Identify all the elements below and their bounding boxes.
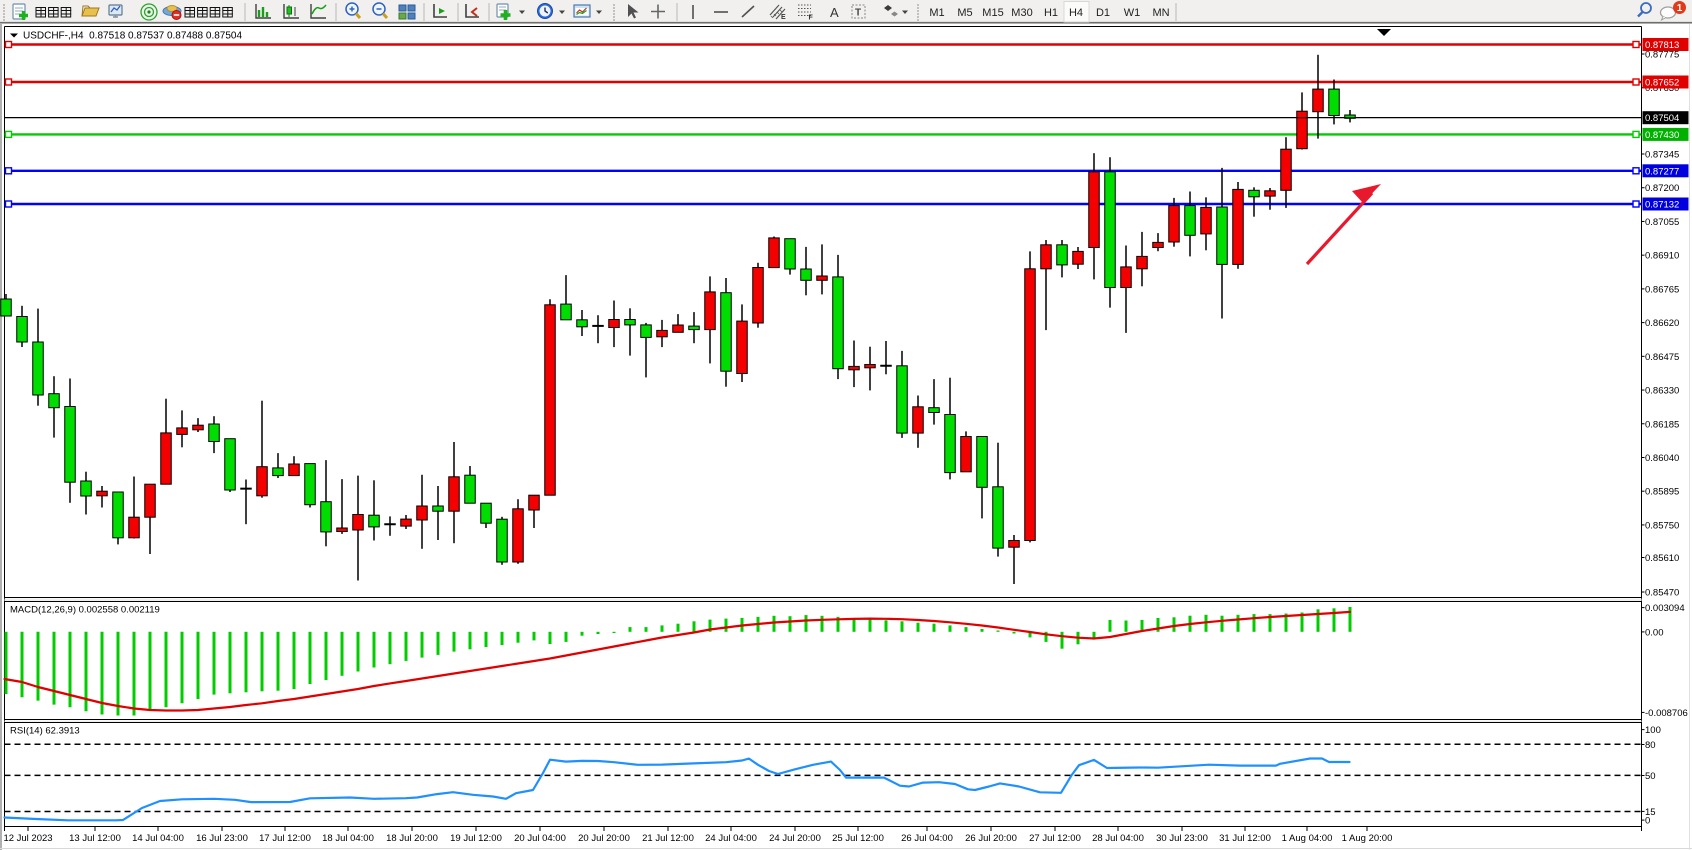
svg-text:0.85610: 0.85610 bbox=[1645, 553, 1679, 564]
svg-text:0.00: 0.00 bbox=[1645, 627, 1664, 638]
svg-text:0.87132: 0.87132 bbox=[1645, 200, 1679, 211]
svg-text:28 Jul 04:00: 28 Jul 04:00 bbox=[1092, 833, 1144, 844]
svg-text:17 Jul 12:00: 17 Jul 12:00 bbox=[259, 833, 311, 844]
svg-text:W1: W1 bbox=[1124, 7, 1141, 19]
svg-text:M30: M30 bbox=[1011, 7, 1032, 19]
svg-text:M5: M5 bbox=[957, 7, 972, 19]
svg-text:0: 0 bbox=[1645, 816, 1650, 827]
svg-text:50: 50 bbox=[1645, 771, 1656, 782]
svg-text:21 Jul 12:00: 21 Jul 12:00 bbox=[642, 833, 694, 844]
svg-text:18 Jul 20:00: 18 Jul 20:00 bbox=[386, 833, 438, 844]
svg-text:0.87813: 0.87813 bbox=[1645, 40, 1679, 51]
svg-text:MACD(12,26,9) 0.002558 0.00211: MACD(12,26,9) 0.002558 0.002119 bbox=[10, 605, 160, 616]
svg-text:0.87200: 0.87200 bbox=[1645, 183, 1679, 194]
svg-text:1 Aug 04:00: 1 Aug 04:00 bbox=[1282, 833, 1333, 844]
svg-text:D1: D1 bbox=[1096, 7, 1110, 19]
svg-text:0.85470: 0.85470 bbox=[1645, 588, 1679, 599]
svg-text:0.86620: 0.86620 bbox=[1645, 318, 1679, 329]
svg-text:0.86475: 0.86475 bbox=[1645, 352, 1679, 363]
svg-text:0.87652: 0.87652 bbox=[1645, 78, 1679, 89]
svg-text:31 Jul 12:00: 31 Jul 12:00 bbox=[1219, 833, 1271, 844]
svg-text:E: E bbox=[781, 14, 786, 21]
svg-text:F: F bbox=[809, 15, 814, 22]
svg-text:26 Jul 04:00: 26 Jul 04:00 bbox=[901, 833, 953, 844]
svg-text:100: 100 bbox=[1645, 725, 1661, 736]
svg-text:H1: H1 bbox=[1044, 7, 1058, 19]
svg-text:26 Jul 20:00: 26 Jul 20:00 bbox=[965, 833, 1017, 844]
svg-text:19 Jul 12:00: 19 Jul 12:00 bbox=[450, 833, 502, 844]
svg-text:20 Jul 20:00: 20 Jul 20:00 bbox=[578, 833, 630, 844]
svg-text:-0.008706: -0.008706 bbox=[1645, 708, 1688, 719]
svg-text:T: T bbox=[855, 8, 861, 19]
svg-text:1 Aug 20:00: 1 Aug 20:00 bbox=[1342, 833, 1393, 844]
svg-text:12 Jul 2023: 12 Jul 2023 bbox=[3, 833, 52, 844]
svg-text:M1: M1 bbox=[929, 7, 944, 19]
svg-text:0.87345: 0.87345 bbox=[1645, 150, 1679, 161]
svg-text:RSI(14) 62.3913: RSI(14) 62.3913 bbox=[10, 726, 80, 737]
svg-text:30 Jul 23:00: 30 Jul 23:00 bbox=[1156, 833, 1208, 844]
svg-text:0.87630: 0.87630 bbox=[1645, 83, 1679, 94]
svg-text:0.87277: 0.87277 bbox=[1645, 166, 1679, 177]
svg-text:0.87430: 0.87430 bbox=[1645, 130, 1679, 141]
svg-text:25 Jul 12:00: 25 Jul 12:00 bbox=[832, 833, 884, 844]
svg-text:80: 80 bbox=[1645, 740, 1656, 751]
svg-text:13 Jul 12:00: 13 Jul 12:00 bbox=[69, 833, 121, 844]
svg-text:0.87055: 0.87055 bbox=[1645, 217, 1679, 228]
svg-text:16 Jul 23:00: 16 Jul 23:00 bbox=[196, 833, 248, 844]
svg-text:14 Jul 04:00: 14 Jul 04:00 bbox=[132, 833, 184, 844]
svg-text:0.003094: 0.003094 bbox=[1645, 603, 1685, 614]
svg-text:0.86040: 0.86040 bbox=[1645, 453, 1679, 464]
svg-text:24 Jul 04:00: 24 Jul 04:00 bbox=[705, 833, 757, 844]
svg-text:0.86910: 0.86910 bbox=[1645, 251, 1679, 262]
svg-text:0.87504: 0.87504 bbox=[1645, 113, 1679, 124]
svg-text:0.86330: 0.86330 bbox=[1645, 386, 1679, 397]
svg-text:0.86765: 0.86765 bbox=[1645, 284, 1679, 295]
svg-text:0.87775: 0.87775 bbox=[1645, 50, 1679, 61]
svg-text:15: 15 bbox=[1645, 807, 1656, 818]
svg-text:H4: H4 bbox=[1069, 7, 1083, 19]
svg-text:M15: M15 bbox=[982, 7, 1003, 19]
svg-text:MN: MN bbox=[1152, 7, 1169, 19]
svg-text:0.86185: 0.86185 bbox=[1645, 419, 1679, 430]
svg-text:A: A bbox=[830, 5, 839, 20]
svg-text:1: 1 bbox=[1677, 3, 1683, 14]
svg-text:27 Jul 12:00: 27 Jul 12:00 bbox=[1029, 833, 1081, 844]
svg-text:18 Jul 04:00: 18 Jul 04:00 bbox=[322, 833, 374, 844]
svg-text:0.85895: 0.85895 bbox=[1645, 487, 1679, 498]
svg-text:24 Jul 20:00: 24 Jul 20:00 bbox=[769, 833, 821, 844]
svg-text:20 Jul 04:00: 20 Jul 04:00 bbox=[514, 833, 566, 844]
svg-text:0.85750: 0.85750 bbox=[1645, 520, 1679, 531]
svg-text:USDCHF-,H4 0.87518 0.87537 0.: USDCHF-,H4 0.87518 0.87537 0.87488 0.875… bbox=[23, 31, 242, 42]
